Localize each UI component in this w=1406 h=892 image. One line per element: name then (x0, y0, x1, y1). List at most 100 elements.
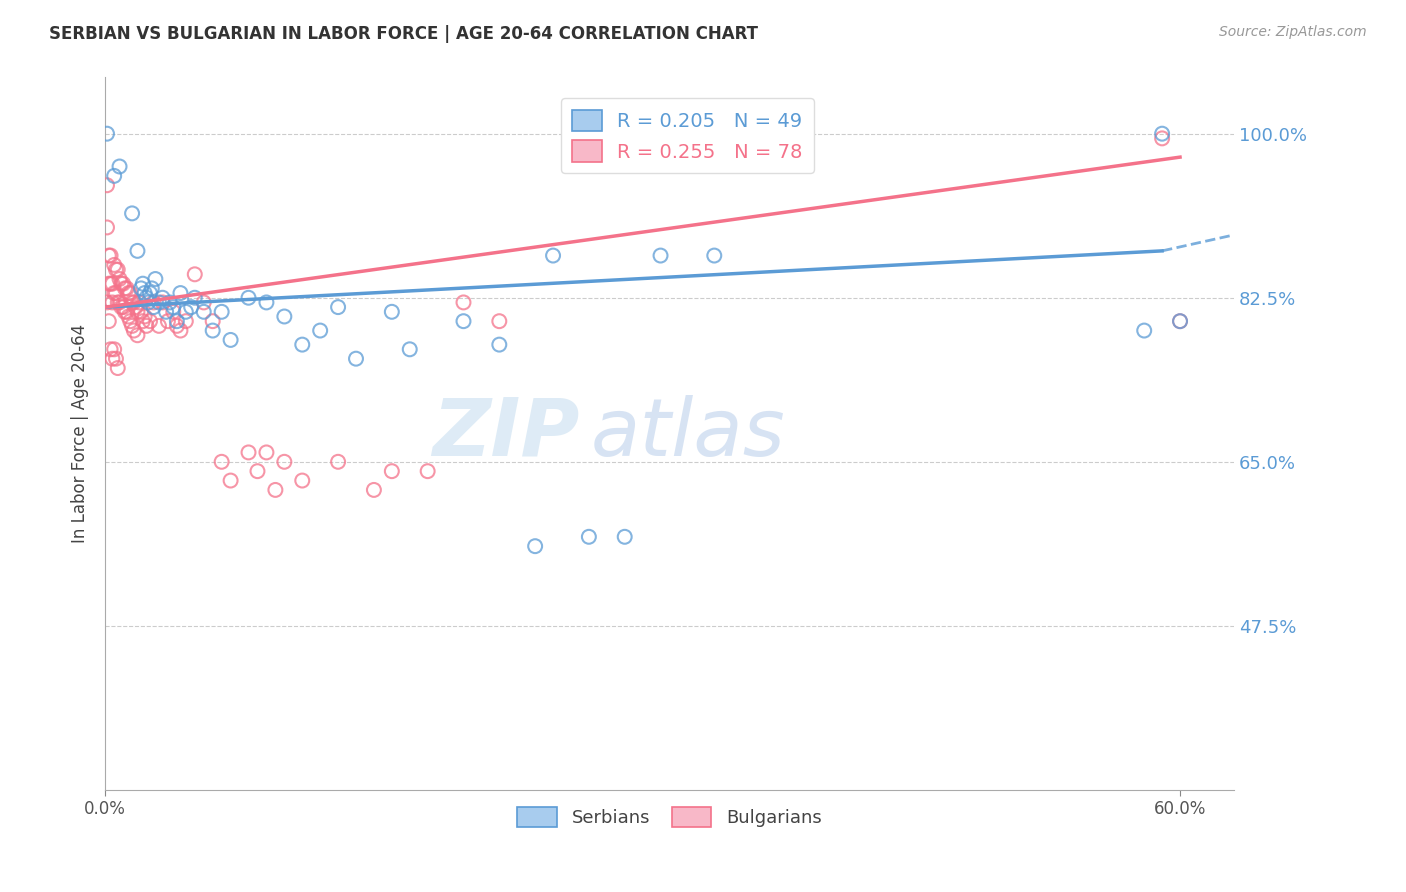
Point (416, 464, 439, 478)
Point (238, 445, 260, 459)
Point (326, 300, 349, 314)
Point (650, 249, 672, 263)
Point (139, 286, 162, 301)
Point (101, 277, 124, 291)
Point (201, 314, 224, 328)
Text: ZIP: ZIP (432, 394, 579, 473)
Point (142, 295, 165, 310)
Text: Source: ZipAtlas.com: Source: ZipAtlas.com (1219, 25, 1367, 39)
Point (291, 474, 314, 488)
Point (108, 160, 131, 174)
Point (524, 539, 547, 553)
Point (264, 483, 287, 497)
Point (103, 286, 125, 301)
Point (115, 305, 138, 319)
Point (246, 464, 269, 478)
Point (273, 455, 295, 469)
Point (166, 314, 188, 328)
Point (152, 291, 174, 305)
Point (141, 281, 163, 295)
Point (148, 318, 170, 333)
Point (96, 220, 118, 235)
Point (96, 295, 118, 310)
Point (97, 249, 120, 263)
Point (112, 277, 135, 291)
Point (453, 314, 475, 328)
Point (107, 361, 129, 376)
Point (219, 474, 242, 488)
Point (128, 295, 150, 310)
Point (122, 324, 145, 338)
Point (115, 281, 138, 295)
Point (127, 305, 149, 319)
Point (381, 464, 404, 478)
Point (100, 249, 122, 263)
Point (101, 295, 124, 310)
Point (174, 314, 197, 328)
Point (104, 286, 127, 301)
Point (101, 351, 124, 366)
Point (127, 244, 149, 258)
Point (96, 127, 118, 141)
Point (104, 262, 127, 277)
Point (398, 343, 420, 357)
Point (132, 277, 155, 291)
Point (103, 343, 125, 357)
Point (578, 530, 600, 544)
Point (344, 351, 367, 366)
Point (156, 314, 179, 328)
Point (1168, 314, 1191, 328)
Legend: Serbians, Bulgarians: Serbians, Bulgarians (510, 800, 830, 834)
Point (132, 314, 155, 328)
Point (114, 305, 136, 319)
Point (254, 445, 277, 459)
Point (703, 249, 725, 263)
Point (104, 351, 127, 366)
Point (122, 295, 145, 310)
Point (107, 295, 129, 310)
Point (211, 305, 233, 319)
Point (169, 286, 191, 301)
Point (1168, 314, 1191, 328)
Point (97, 314, 120, 328)
Point (120, 314, 142, 328)
Text: atlas: atlas (591, 394, 785, 473)
Point (145, 272, 167, 286)
Y-axis label: In Labor Force | Age 20-64: In Labor Force | Age 20-64 (72, 324, 89, 543)
Point (135, 318, 157, 333)
Point (103, 258, 125, 272)
Point (291, 337, 314, 351)
Point (326, 455, 349, 469)
Point (129, 305, 152, 319)
Point (193, 295, 215, 310)
Point (112, 300, 135, 314)
Point (184, 291, 207, 305)
Point (100, 343, 122, 357)
Point (107, 262, 129, 277)
Point (134, 310, 156, 324)
Point (363, 483, 385, 497)
Point (488, 337, 510, 351)
Point (174, 305, 197, 319)
Point (135, 291, 157, 305)
Point (110, 300, 132, 314)
Text: SERBIAN VS BULGARIAN IN LABOR FORCE | AGE 20-64 CORRELATION CHART: SERBIAN VS BULGARIAN IN LABOR FORCE | AG… (49, 25, 758, 43)
Point (100, 277, 122, 291)
Point (1152, 127, 1174, 141)
Point (136, 295, 159, 310)
Point (309, 324, 332, 338)
Point (96, 178, 118, 193)
Point (120, 286, 142, 301)
Point (211, 455, 233, 469)
Point (97, 277, 120, 291)
Point (117, 286, 139, 301)
Point (152, 295, 174, 310)
Point (453, 295, 475, 310)
Point (124, 300, 146, 314)
Point (613, 530, 636, 544)
Point (1152, 131, 1174, 145)
Point (381, 305, 404, 319)
Point (121, 206, 143, 220)
Point (139, 314, 162, 328)
Point (201, 324, 224, 338)
